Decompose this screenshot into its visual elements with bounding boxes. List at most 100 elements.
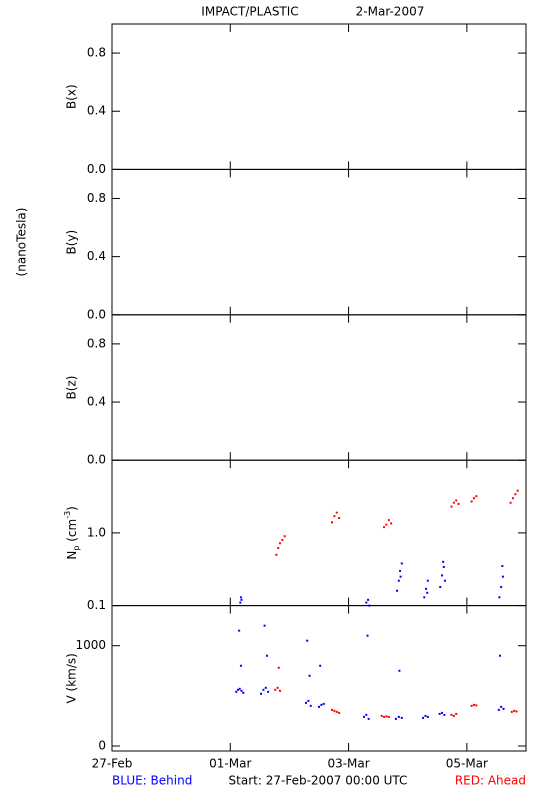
data-point [441, 574, 444, 577]
data-point [398, 669, 401, 672]
data-point [306, 639, 309, 642]
data-point [399, 569, 402, 572]
data-point [365, 601, 368, 604]
data-point [452, 501, 455, 504]
y-tick-label: 0.4 [87, 249, 106, 263]
data-point [500, 586, 503, 589]
x-tick-label: 03-Mar [327, 757, 369, 771]
y-axis-label: V (km/s) [65, 653, 79, 703]
data-point [400, 562, 403, 565]
legend-entry: RED: Ahead [455, 774, 526, 788]
y-tick-label: 0.1 [87, 598, 106, 612]
data-point [276, 686, 279, 689]
data-point [263, 624, 266, 627]
data-point [397, 715, 400, 718]
data-point [262, 688, 265, 691]
data-point [274, 688, 277, 691]
y-axis-label-part: ) [65, 506, 79, 511]
data-point [236, 688, 239, 691]
data-point [333, 709, 336, 712]
data-point [331, 708, 334, 711]
data-point [367, 717, 370, 720]
panel-frame [111, 168, 527, 316]
y-tick-label: 0.8 [87, 336, 106, 350]
data-point [338, 517, 341, 520]
data-point [265, 654, 268, 657]
data-point [367, 598, 370, 601]
data-point [380, 714, 383, 717]
start-time: Start: 27-Feb-2007 00:00 UTC [229, 774, 408, 788]
data-point [516, 489, 519, 492]
data-point [281, 538, 284, 541]
y-tick-label: 1000 [75, 638, 106, 652]
y-axis-label: B(x) [65, 84, 79, 109]
y-tick-label: 0.0 [87, 162, 106, 176]
data-point [500, 705, 503, 708]
data-point [390, 522, 393, 525]
data-point [240, 689, 243, 692]
data-point [439, 586, 442, 589]
y-axis-label-part: N [65, 551, 79, 560]
y-tick-label: 0.0 [87, 307, 106, 321]
data-point [277, 546, 280, 549]
panel-frame [111, 314, 527, 461]
data-point [442, 565, 445, 568]
field-unit: (nanoTesla) [15, 208, 29, 277]
y-tick-label: 0.0 [87, 453, 106, 467]
y-tick-label: 0.4 [87, 395, 106, 409]
data-point [450, 505, 453, 508]
data-point [362, 715, 365, 718]
data-point [426, 579, 429, 582]
data-point [470, 704, 473, 707]
data-point [455, 712, 458, 715]
data-point [441, 711, 444, 714]
data-point [365, 713, 368, 716]
data-point [385, 715, 388, 718]
data-point [322, 702, 325, 705]
data-point [472, 703, 475, 706]
data-point [498, 654, 501, 657]
data-point [383, 526, 386, 529]
data-point [443, 579, 446, 582]
data-point [318, 705, 320, 708]
data-point [239, 596, 242, 599]
data-point [238, 687, 241, 690]
data-point [450, 713, 453, 716]
data-point [509, 501, 512, 504]
data-point [498, 596, 501, 599]
data-point [307, 699, 310, 702]
y-axis-label-part: p [72, 546, 81, 551]
y-tick-label: 0.8 [87, 46, 106, 60]
data-point [242, 691, 245, 694]
data-point [320, 703, 323, 706]
y-axis-label: B(z) [65, 376, 79, 400]
data-point [396, 589, 399, 592]
panel-frame [111, 459, 527, 607]
data-point [455, 499, 458, 502]
data-point [400, 716, 403, 719]
data-point [513, 709, 516, 712]
data-point [424, 714, 427, 717]
y-tick-label: 0.8 [87, 191, 106, 205]
panel-frame [111, 23, 527, 170]
data-point [366, 634, 369, 637]
data-point [308, 674, 311, 677]
data-point [515, 710, 518, 713]
data-point [385, 523, 388, 526]
data-point [475, 704, 478, 707]
data-point [278, 542, 281, 545]
data-point [278, 689, 281, 692]
data-point [457, 502, 460, 505]
data-point [422, 716, 425, 719]
data-point [452, 714, 455, 717]
data-point [442, 560, 445, 563]
data-point [264, 686, 267, 689]
data-point [335, 710, 338, 713]
data-point [394, 717, 397, 720]
data-point [423, 596, 426, 599]
data-point [470, 500, 473, 503]
data-point [475, 495, 478, 498]
data-point [497, 708, 500, 711]
data-point [387, 715, 390, 718]
